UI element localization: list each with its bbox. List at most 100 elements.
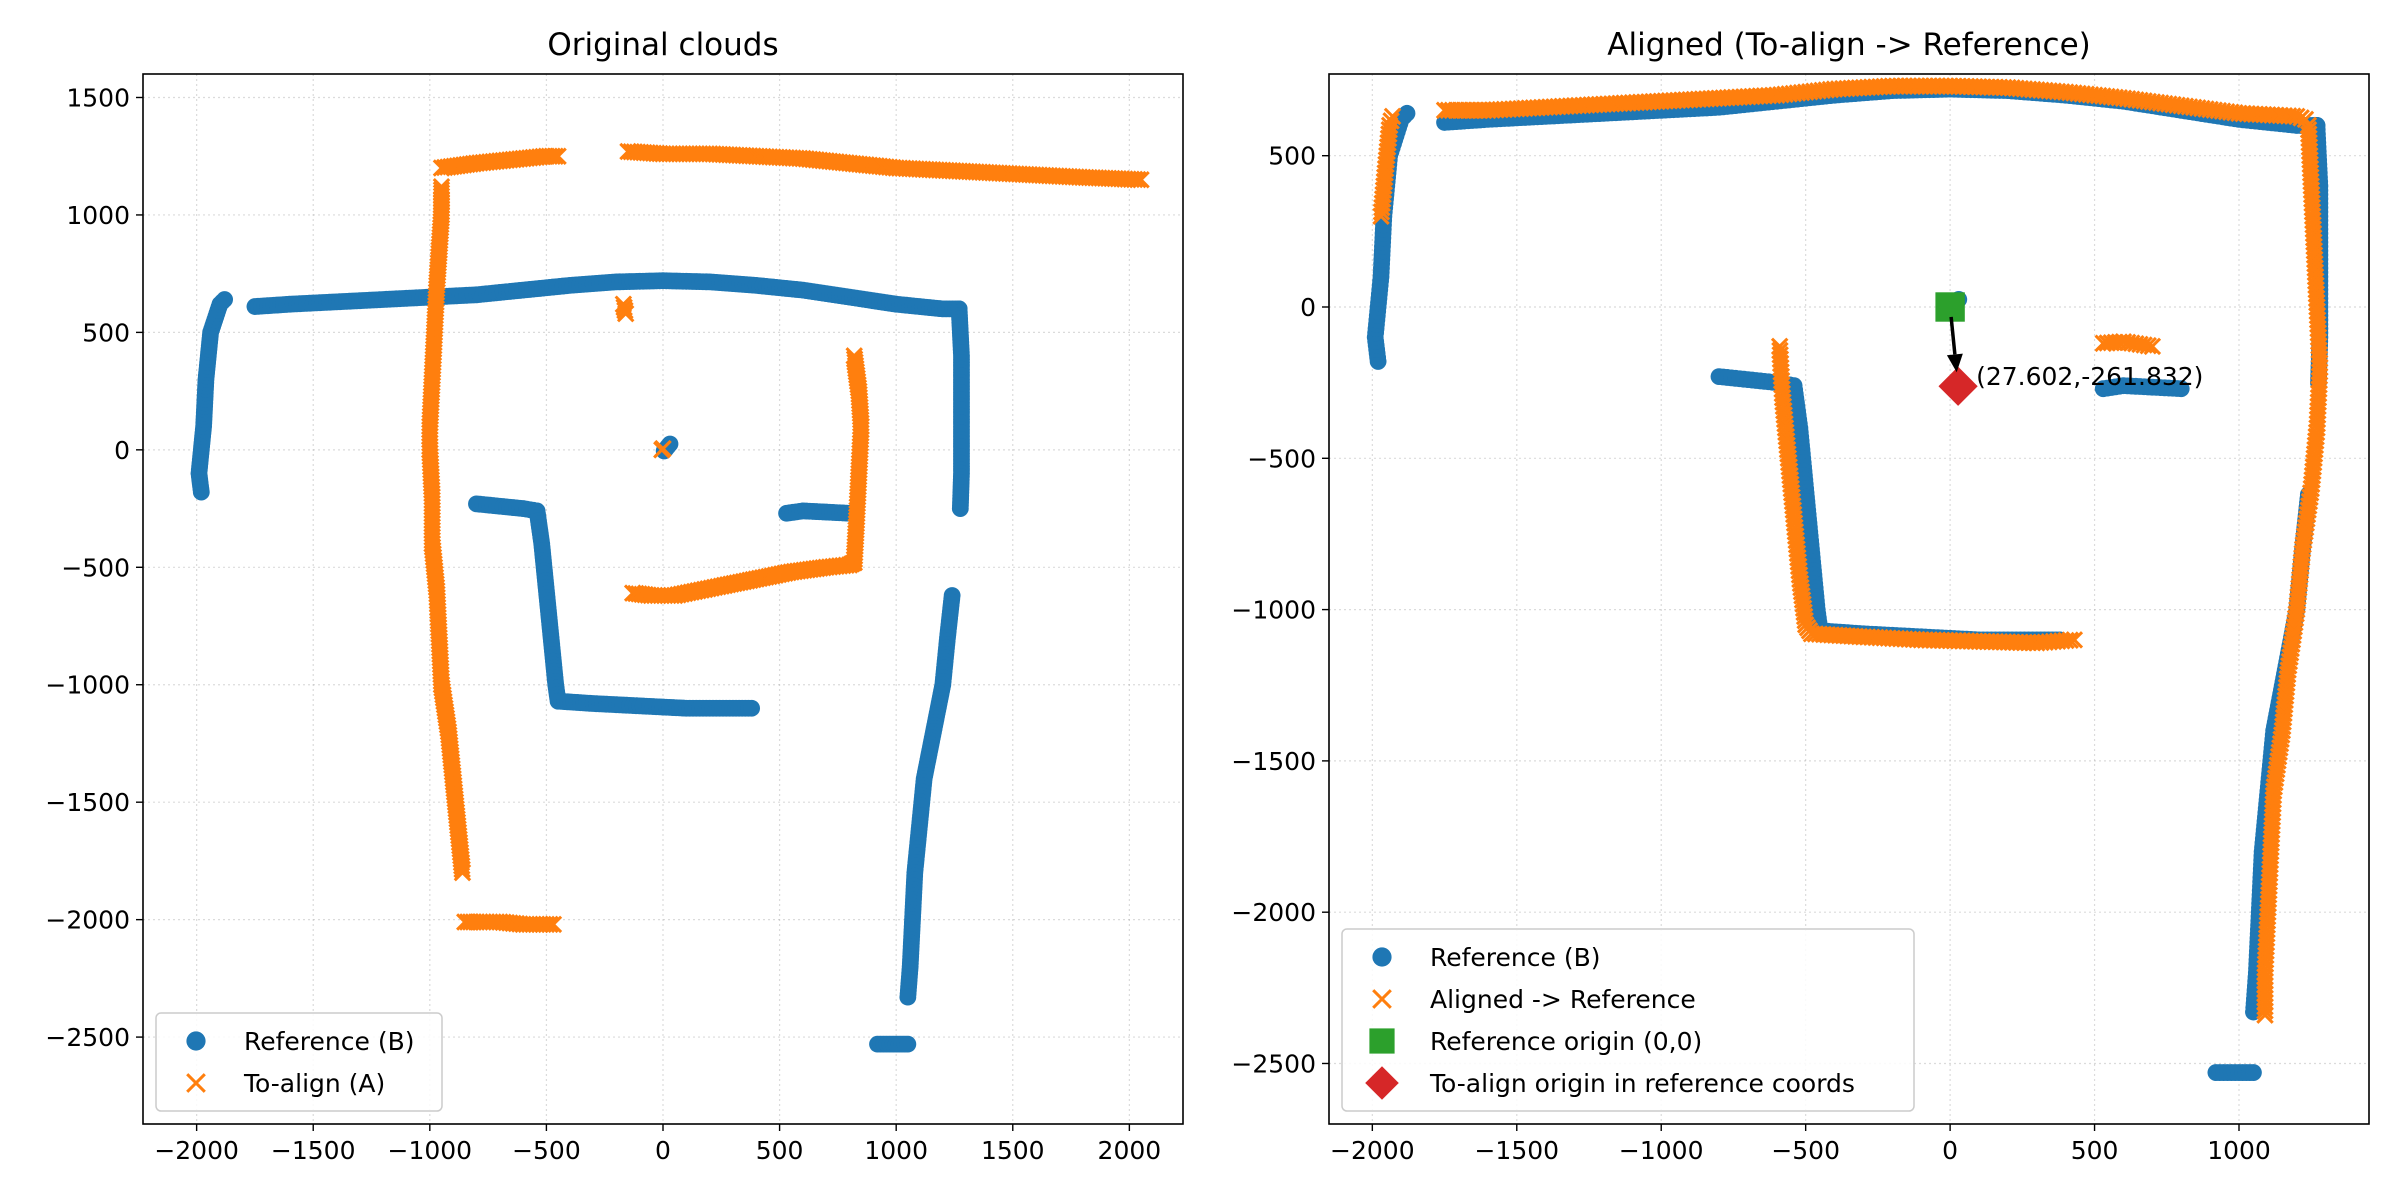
data-point-to-align (432, 672, 451, 691)
y-tick-label: 1500 (66, 83, 130, 112)
legend-label: Aligned -> Reference (1430, 985, 1696, 1014)
x-tick-label: 1500 (981, 1136, 1045, 1165)
legend-label: To-align (A) (243, 1069, 385, 1098)
data-point-to-align (543, 147, 561, 165)
data-point-to-align (616, 301, 634, 320)
y-tick-label: −1000 (45, 671, 130, 700)
data-point-to-align (2256, 1006, 2274, 1024)
y-tick-label: −1000 (1231, 596, 1316, 625)
legend-label: Reference (B) (244, 1027, 415, 1056)
legend-marker-shape (186, 1073, 206, 1093)
legend-entry-to-align-origin: To-align origin in reference coords (1365, 1066, 1855, 1100)
data-point-to-align (2256, 1002, 2274, 1020)
chart-aligned: Aligned (To-align -> Reference) (27.602,… (1231, 27, 2370, 1165)
legend-marker-shape (1369, 1028, 1395, 1054)
data-point-to-align (654, 439, 672, 458)
data-point-to-align (1383, 107, 1402, 126)
data-point-to-align (2065, 631, 2084, 649)
y-tick-label: −1500 (1231, 747, 1316, 776)
data-point-to-align (421, 434, 439, 452)
data-point-to-align (421, 437, 439, 456)
data-point-reference (1398, 104, 1416, 122)
to-align-origin-marker (1938, 366, 1978, 406)
y-tick-label: 0 (1300, 293, 1316, 322)
series-1 (421, 142, 1150, 934)
y-tick-label: 1000 (66, 201, 130, 230)
x-tick-label: 0 (1942, 1136, 1958, 1165)
axis-ticks: −2000 −1500 −1000 −500 0 500 1000 1500 2000 −2500… (45, 83, 1161, 1165)
data-point-reference (216, 291, 234, 308)
data-point-reference (899, 988, 917, 1006)
origin-overlay: (27.602,-261.832) (1946, 316, 2203, 391)
data-point-to-align (845, 350, 864, 368)
y-tick-label: 500 (82, 318, 130, 347)
data-point-to-align (546, 147, 564, 165)
data-point-to-align (616, 304, 635, 323)
x-tick-label: −1000 (1619, 1136, 1704, 1165)
circle-icon (186, 1031, 206, 1051)
x-tick-label: −1000 (388, 1136, 473, 1165)
x-tick-label: −1500 (271, 1136, 356, 1165)
circle-icon (1372, 947, 1392, 967)
legend-entry-reference-origin: Reference origin (0,0) (1369, 1027, 1702, 1056)
y-tick-label: −2500 (45, 1023, 130, 1052)
data-point-to-align (453, 863, 472, 882)
legend-marker-shape (1365, 1066, 1399, 1100)
data-point-to-align (430, 238, 449, 256)
legend-marker-shape (1372, 947, 1392, 967)
x-tick-label: 500 (2071, 1136, 2119, 1165)
x-tick-label: −1500 (1474, 1136, 1559, 1165)
data-point-to-align (2061, 631, 2079, 649)
legend-entry-reference: Reference (B) (1372, 943, 1601, 972)
data-point-to-align (421, 441, 439, 459)
data-point-reference (2172, 380, 2190, 398)
plot-area (190, 142, 1150, 1053)
annotation-label: (27.602,-261.832) (1976, 362, 2203, 391)
data-point-reference (899, 1035, 917, 1053)
x-mark-icon (1372, 989, 1392, 1009)
data-point-to-align (541, 915, 559, 934)
data-point-to-align (1132, 170, 1150, 189)
legend-marker-shape (1372, 989, 1392, 1009)
x-tick-label: 500 (756, 1136, 804, 1165)
data-point-to-align (423, 531, 441, 550)
data-point-to-align (1129, 170, 1147, 189)
y-tick-label: −500 (1247, 444, 1316, 473)
legend-entry-aligned: Aligned -> Reference (1372, 985, 1696, 1014)
data-point-to-align (846, 353, 864, 372)
legend-marker-shape (186, 1031, 206, 1051)
series-1 (1372, 77, 2329, 1024)
legend-label: To-align origin in reference coords (1429, 1069, 1855, 1098)
chart-original-clouds: Original clouds −2000 −1500 −1000 −500 0 500 1… (45, 27, 1184, 1165)
data-point-to-align (453, 860, 471, 879)
x-tick-label: 1000 (2207, 1136, 2271, 1165)
legend-label: Reference (B) (1430, 943, 1601, 972)
axes-frame (1328, 73, 2370, 1125)
legend-label: Reference origin (0,0) (1430, 1027, 1702, 1056)
data-point-to-align (615, 298, 633, 317)
x-tick-label: −2000 (154, 1136, 239, 1165)
x-tick-label: −2000 (1330, 1136, 1415, 1165)
x-tick-label: −500 (512, 1136, 581, 1165)
data-point-reference (743, 699, 761, 717)
y-tick-label: −1500 (45, 788, 130, 817)
data-point-to-align (549, 147, 567, 165)
data-point-to-align (453, 857, 471, 875)
plot-area (1366, 77, 2329, 1081)
chart-title: Original clouds (547, 27, 778, 63)
data-point-to-align (423, 528, 441, 546)
data-point-to-align (2143, 337, 2162, 356)
x-mark-icon (186, 1073, 206, 1093)
x-tick-label: −500 (1771, 1136, 1840, 1165)
x-tick-label: 2000 (1098, 1136, 1162, 1165)
y-tick-label: 500 (1268, 142, 1316, 171)
chart-title: Aligned (To-align -> Reference) (1607, 27, 2090, 63)
axis-ticks: −2000 −1500 −1000 −500 0 500 1000 −2500 −2000 −15… (1231, 142, 2270, 1165)
offset-arrow (1949, 316, 1957, 355)
legend: Reference (B) To-align (A) (155, 1012, 443, 1112)
data-point-to-align (432, 675, 451, 694)
legend-box (155, 1012, 443, 1112)
square-icon (1369, 1028, 1395, 1054)
data-point-to-align (423, 535, 441, 553)
